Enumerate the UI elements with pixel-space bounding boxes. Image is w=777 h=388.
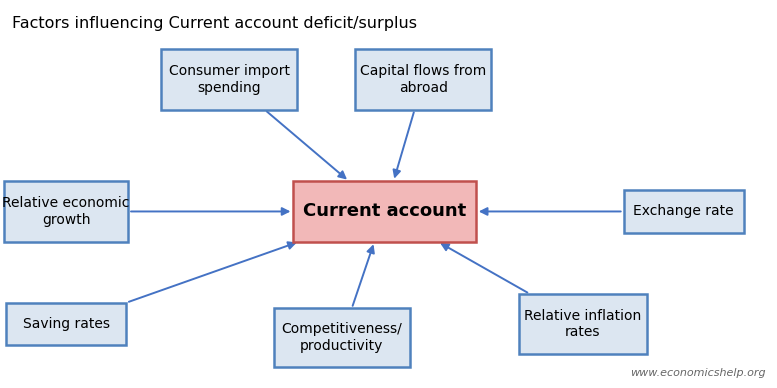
FancyBboxPatch shape [519,294,646,354]
Text: Relative inflation
rates: Relative inflation rates [524,309,641,339]
FancyBboxPatch shape [623,190,744,233]
Text: Saving rates: Saving rates [23,317,110,331]
FancyBboxPatch shape [294,182,476,241]
FancyBboxPatch shape [6,303,126,345]
Text: Capital flows from
abroad: Capital flows from abroad [361,64,486,95]
FancyBboxPatch shape [4,182,128,241]
Text: Exchange rate: Exchange rate [633,204,734,218]
FancyBboxPatch shape [356,49,492,110]
FancyBboxPatch shape [274,308,410,367]
Text: Competitiveness/
productivity: Competitiveness/ productivity [281,322,402,353]
Text: Factors influencing Current account deficit/surplus: Factors influencing Current account defi… [12,16,416,31]
Text: Relative economic
growth: Relative economic growth [2,196,130,227]
FancyBboxPatch shape [162,49,297,110]
Text: Current account: Current account [303,203,466,220]
Text: Consumer import
spending: Consumer import spending [169,64,290,95]
Text: www.economicshelp.org: www.economicshelp.org [629,368,765,378]
